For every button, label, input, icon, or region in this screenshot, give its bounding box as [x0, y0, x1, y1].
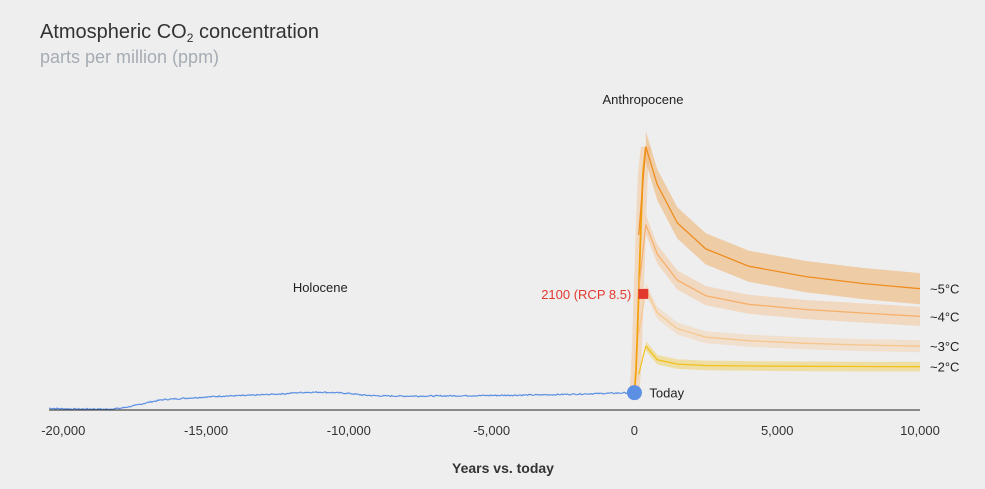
annotations: ~5°C ~4°C ~3°C ~2°C Holocene Anthropocene Toda… — [293, 92, 960, 401]
scenario-line-1 — [645, 146, 921, 290]
scenario-line-3 — [645, 288, 921, 347]
scenario-connector-1 — [638, 146, 647, 236]
x-tick-label: 10,000 — [900, 423, 940, 438]
anthropocene-label: Anthropocene — [603, 92, 684, 107]
x-tick-label: 5,000 — [761, 423, 794, 438]
scenario-bands — [629, 131, 920, 393]
scenario-line-2 — [645, 224, 921, 318]
scenario-band-2 — [645, 215, 920, 326]
scenario-connector-4 — [638, 345, 647, 375]
x-tick-label: -5,000 — [473, 423, 510, 438]
scenario-line-4 — [645, 345, 921, 368]
scenario-band-4 — [645, 341, 920, 372]
today-marker — [626, 385, 642, 401]
scenario-band-3 — [645, 282, 920, 353]
scenario-band-1 — [645, 131, 920, 305]
scenario-label-1: ~5°C — [930, 282, 959, 297]
x-tick-label: -10,000 — [327, 423, 371, 438]
rcp-2100-label: 2100 (RCP 8.5) — [541, 287, 631, 302]
scenario-label-4: ~2°C — [930, 360, 959, 375]
today-label: Today — [649, 386, 684, 401]
scenario-label-3: ~3°C — [930, 339, 959, 354]
holocene-label: Holocene — [293, 280, 348, 295]
historical-line — [48, 390, 634, 411]
chart-subtitle: parts per million (ppm) — [40, 47, 220, 67]
x-tick-labels: -20,000 -15,000 -10,000 -5,000 0 5,000 10,000 — [41, 423, 940, 438]
markers — [626, 288, 649, 401]
2100-marker — [638, 288, 649, 299]
x-tick-label: -15,000 — [184, 423, 228, 438]
series-lines — [48, 146, 921, 411]
scenario-connector-2 — [638, 224, 647, 290]
x-tick-label: -20,000 — [41, 423, 85, 438]
x-axis-label: Years vs. today — [452, 460, 554, 476]
scenario-label-2: ~4°C — [930, 309, 959, 324]
chart-title: Atmospheric CO2 concentration — [40, 21, 320, 45]
x-tick-label: 0 — [631, 423, 638, 438]
